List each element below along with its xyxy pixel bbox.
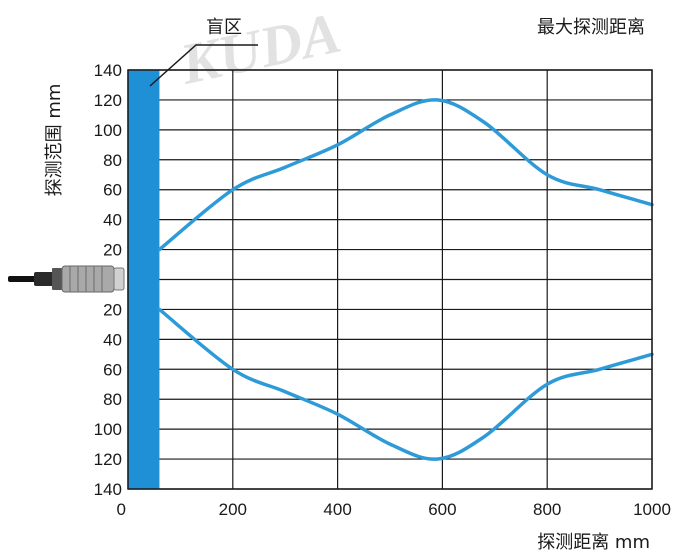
proximity-sensor-icon [8, 265, 125, 293]
y-tick-labels: 140 120 100 80 60 40 20 20 40 60 80 100 120 140 [94, 61, 122, 499]
x-tick-label: 600 [428, 500, 456, 519]
watermark: KUDA [174, 0, 346, 97]
max-distance-label: 最大探测距离 [537, 17, 645, 38]
y-tick-label: 60 [103, 181, 122, 200]
y-tick-label: 80 [103, 390, 122, 409]
series-group [157, 98, 654, 461]
x-tick-label: 1000 [633, 500, 671, 519]
x-tick-label: 0 [117, 500, 126, 519]
x-tick-label: 800 [533, 500, 561, 519]
y-axis-title: 探测范围 mm [44, 84, 65, 197]
y-tick-label: 60 [103, 360, 122, 379]
plot-frame [127, 69, 653, 490]
blind-zone-label: 盲区 [206, 17, 242, 38]
x-tick-label: 400 [323, 500, 351, 519]
y-tick-label: 20 [103, 241, 122, 260]
detection-curve-upper [157, 98, 654, 252]
plot-border [127, 69, 653, 490]
blind-zone-bar [128, 70, 160, 489]
x-tick-labels: 0 200 400 600 800 1000 [117, 500, 671, 519]
y-tick-label: 80 [103, 151, 122, 170]
x-tick-label: 200 [219, 500, 247, 519]
y-tick-label: 120 [94, 91, 122, 110]
y-tick-label: 140 [94, 480, 122, 499]
y-tick-label: 40 [103, 330, 122, 349]
blind-zone-pointer [149, 44, 258, 87]
x-axis-title: 探测距离 mm [537, 532, 650, 553]
y-tick-label: 120 [94, 450, 122, 469]
y-tick-label: 40 [103, 211, 122, 230]
y-tick-label: 140 [94, 61, 122, 80]
detection-curve-lower [157, 307, 654, 461]
y-tick-label: 100 [94, 420, 122, 439]
grid [127, 69, 653, 490]
y-tick-label: 100 [94, 121, 122, 140]
y-tick-label: 20 [103, 300, 122, 319]
